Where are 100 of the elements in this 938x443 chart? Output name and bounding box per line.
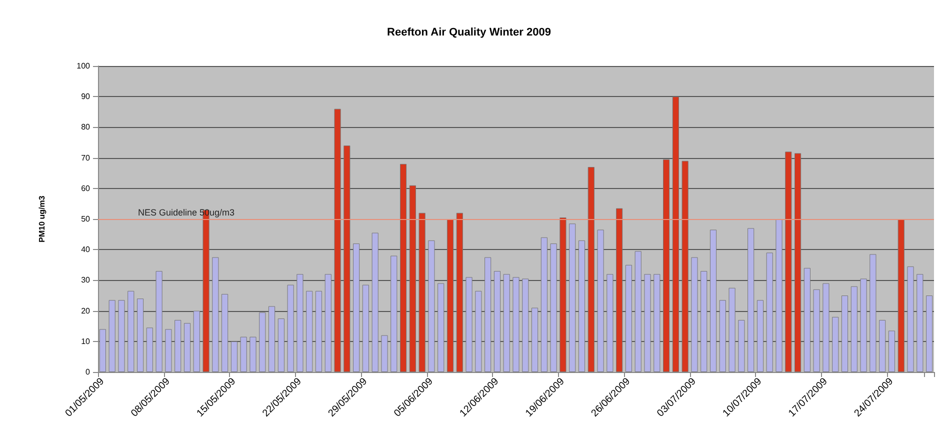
bar [569, 224, 576, 372]
bar [634, 251, 642, 372]
bar [484, 257, 492, 372]
bar [625, 264, 632, 372]
bar [879, 320, 886, 372]
bar [475, 290, 482, 372]
bar [438, 283, 444, 372]
bar [672, 96, 679, 372]
bar [306, 290, 313, 372]
bar [230, 341, 238, 372]
bar [606, 274, 614, 372]
bar [888, 330, 896, 372]
bar [165, 329, 172, 372]
bar [128, 290, 134, 372]
bar [710, 230, 717, 372]
bar [268, 306, 276, 372]
bar [446, 219, 454, 372]
bar [616, 208, 623, 372]
bar [250, 336, 256, 372]
bar [654, 274, 660, 372]
bar [212, 257, 219, 372]
y-tick-label: 90 [81, 92, 91, 102]
bar [259, 312, 266, 372]
y-axis-title: PM10 ug/m3 [38, 195, 46, 242]
bar [898, 219, 904, 372]
y-tick-label: 20 [81, 306, 91, 316]
bar [841, 296, 848, 372]
bar [428, 240, 435, 372]
bar [748, 228, 754, 372]
bar [560, 217, 566, 372]
bar [344, 146, 350, 372]
bar [494, 271, 500, 372]
y-tick-label: 10 [81, 336, 91, 346]
y-tick-label: 70 [81, 153, 91, 162]
bar [136, 298, 144, 372]
bar [588, 166, 594, 372]
bar [597, 230, 604, 372]
bar [682, 160, 688, 372]
bar [700, 271, 708, 372]
bar [108, 300, 116, 372]
bar [222, 294, 228, 372]
bar [850, 286, 858, 372]
bar [466, 277, 472, 372]
bar [870, 254, 876, 372]
bar [728, 288, 736, 372]
bar [456, 212, 463, 372]
bar [174, 320, 182, 372]
bar [512, 277, 520, 372]
y-tick-label: 50 [81, 214, 91, 224]
bar [409, 185, 416, 372]
bar [400, 164, 407, 372]
bar [832, 316, 839, 372]
bar [381, 335, 388, 372]
bar [644, 274, 651, 372]
bar [926, 296, 933, 372]
bar [804, 268, 810, 372]
bar [362, 284, 369, 372]
bar [532, 308, 538, 372]
bar [813, 289, 820, 372]
bar [146, 328, 153, 372]
bar [324, 274, 332, 372]
bar [503, 274, 510, 372]
bar [691, 257, 698, 372]
bar [916, 274, 924, 372]
bar [296, 274, 304, 372]
bar [540, 237, 548, 372]
bar [860, 278, 867, 372]
bar [907, 266, 914, 372]
y-tick-label: 40 [81, 245, 91, 254]
y-tick-label: 60 [81, 184, 91, 193]
bar [118, 300, 125, 372]
bar [738, 320, 745, 372]
bar [184, 323, 191, 372]
bar [193, 310, 200, 372]
bar [822, 283, 830, 372]
y-tick-label: 30 [81, 276, 91, 285]
bar [353, 243, 360, 372]
bar [334, 108, 341, 372]
bar [390, 256, 398, 372]
y-tick-label: 80 [81, 122, 91, 132]
bar [766, 252, 773, 372]
bar [372, 232, 378, 372]
bar [156, 271, 162, 372]
y-tick-label: 0 [86, 368, 91, 376]
bar [719, 300, 726, 372]
bar [785, 152, 792, 372]
bar [550, 243, 557, 372]
bar [418, 212, 426, 372]
bar [776, 219, 782, 372]
bar [578, 240, 586, 372]
bar [794, 153, 802, 372]
chart-title: Reefton Air Quality Winter 2009 [387, 26, 551, 38]
bar [99, 329, 106, 372]
bar [240, 336, 247, 372]
bar [756, 300, 764, 372]
y-tick-label: 100 [76, 62, 91, 70]
bar [663, 159, 670, 372]
bar [287, 284, 294, 372]
bar [522, 278, 529, 372]
bar [315, 290, 322, 372]
